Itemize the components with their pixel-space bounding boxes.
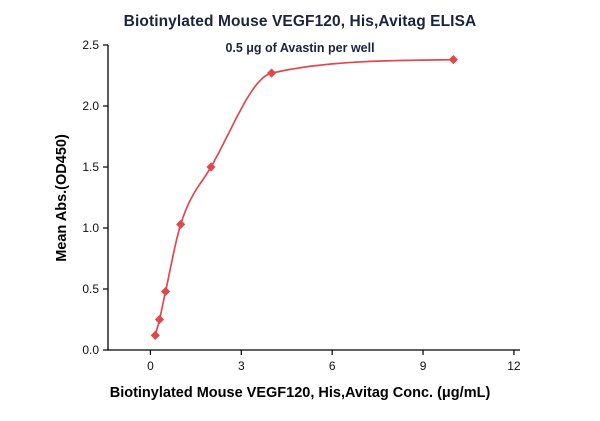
- data-point-marker: [154, 314, 165, 325]
- y-tick-label: 2.0: [82, 99, 99, 113]
- x-axis-label: Biotinylated Mouse VEGF120, His,Avitag C…: [109, 385, 491, 401]
- chart-title: Biotinylated Mouse VEGF120, His,Avitag E…: [123, 13, 477, 30]
- y-tick-label: 0.0: [82, 343, 99, 357]
- x-tick-label: 6: [329, 359, 336, 373]
- data-point-marker: [266, 68, 277, 78]
- y-tick-label: 1.5: [82, 160, 99, 174]
- data-point-marker: [150, 330, 160, 340]
- data-point-marker: [206, 162, 216, 172]
- x-tick-label: 3: [238, 359, 245, 373]
- x-tick-label: 9: [420, 359, 427, 373]
- data-point-marker: [448, 55, 458, 65]
- x-tick-label: 12: [507, 359, 521, 373]
- y-tick-label: 0.5: [82, 282, 99, 296]
- y-tick-label: 2.5: [82, 38, 99, 52]
- data-point-marker: [160, 286, 171, 297]
- chart-subtitle: 0.5 μg of Avastin per well: [225, 41, 375, 55]
- x-tick-label: 0: [147, 359, 154, 373]
- y-tick-label: 1.0: [82, 221, 99, 235]
- data-point-marker: [176, 219, 186, 229]
- fit-curve: [154, 58, 454, 336]
